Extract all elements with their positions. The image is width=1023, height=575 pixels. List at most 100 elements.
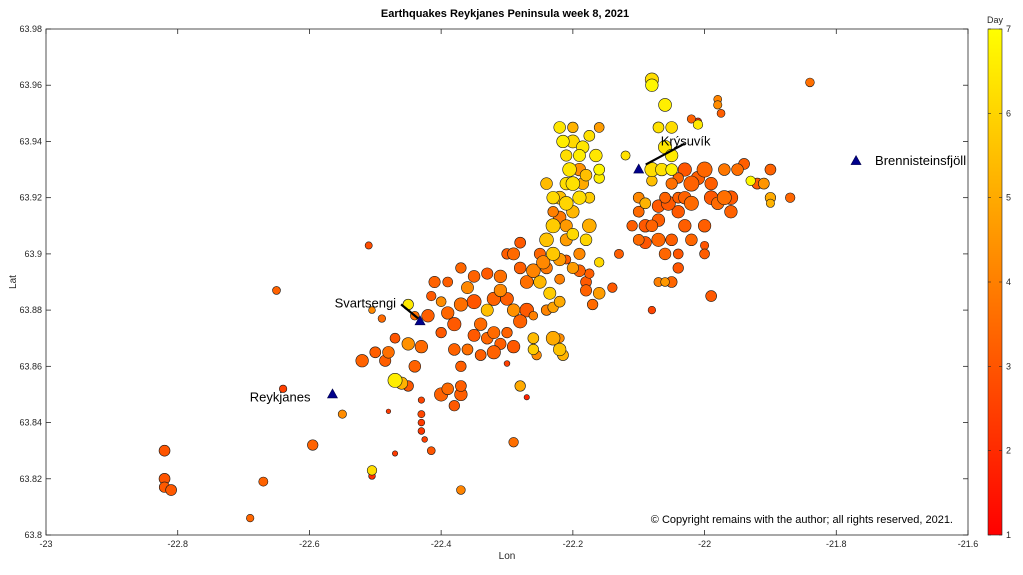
y-tick-label: 63.84 xyxy=(19,418,42,428)
earthquake-point xyxy=(620,150,631,161)
earthquake-point xyxy=(539,232,554,248)
earthquake-point xyxy=(474,349,487,361)
earthquake-point xyxy=(455,380,467,392)
earthquake-point xyxy=(455,360,467,372)
earthquake-point xyxy=(246,514,255,523)
earthquake-point xyxy=(573,247,586,260)
earthquake-point xyxy=(456,485,466,495)
earthquake-point xyxy=(731,163,744,176)
earthquake-point xyxy=(652,121,665,134)
earthquake-point xyxy=(758,177,770,190)
earthquake-point xyxy=(540,177,553,190)
earthquake-point xyxy=(426,446,436,455)
earthquake-point xyxy=(665,177,678,190)
plot-box xyxy=(45,28,969,536)
colorbar: Day 1 2 3 4 5 6 7 xyxy=(987,15,1011,540)
earthquake-point xyxy=(421,436,428,443)
earthquake-point xyxy=(647,306,656,315)
earthquake-point xyxy=(387,372,403,388)
earthquake-point xyxy=(448,343,461,356)
earthquake-point xyxy=(507,247,520,261)
axis-ticks: -23 -22.8 -22.6 -22.4 -22.2 -22 -21.8 -21.6 63.8… xyxy=(19,24,978,549)
x-tick-label: -23 xyxy=(39,539,52,549)
earthquake-point xyxy=(671,205,685,219)
x-tick-label: -22.8 xyxy=(167,539,188,549)
scatter-points xyxy=(158,72,815,523)
earthquake-point xyxy=(487,326,501,339)
earthquake-point xyxy=(713,100,723,110)
earthquake-point xyxy=(607,282,618,293)
earthquake-point xyxy=(389,332,401,344)
earthquake-point xyxy=(685,233,698,247)
earthquake-point xyxy=(526,263,541,278)
y-tick-label: 63.98 xyxy=(19,24,42,34)
earthquake-point xyxy=(382,346,395,359)
earthquake-point xyxy=(523,394,530,401)
earthquake-point xyxy=(665,233,678,247)
earthquake-point xyxy=(718,163,731,176)
earthquake-point xyxy=(514,380,526,392)
earthquake-point xyxy=(543,286,557,300)
earthquake-point xyxy=(337,409,347,419)
earthquake-point xyxy=(366,465,378,476)
plot-area xyxy=(45,28,969,536)
earthquake-point xyxy=(278,384,288,393)
earthquake-point xyxy=(658,98,672,112)
y-tick-label: 63.8 xyxy=(24,530,42,540)
earthquake-point xyxy=(480,303,494,317)
earthquake-point xyxy=(435,296,447,307)
earthquake-point xyxy=(672,262,684,274)
earthquake-point xyxy=(467,270,481,283)
earthquake-point xyxy=(355,354,369,368)
earthquake-point xyxy=(417,410,426,419)
site-label: Svartsengi xyxy=(335,295,397,310)
earthquake-point xyxy=(527,332,540,345)
earthquake-point xyxy=(428,275,441,288)
earthquake-point xyxy=(686,114,696,124)
earthquake-point xyxy=(554,273,565,285)
chart-title: Earthquakes Reykjanes Peninsula week 8, … xyxy=(381,8,629,20)
y-tick-label: 63.9 xyxy=(24,249,42,259)
site-leader-line xyxy=(645,142,686,166)
earthquake-point xyxy=(579,233,593,247)
earthquake-point xyxy=(545,331,561,346)
earthquake-point xyxy=(467,329,481,342)
earthquake-point xyxy=(453,297,468,312)
earthquake-point xyxy=(645,219,659,232)
earthquake-point xyxy=(632,234,645,246)
colorbar-tick-label: 5 xyxy=(1006,193,1011,203)
earthquake-point xyxy=(546,191,560,205)
earthquake-point xyxy=(474,317,488,331)
earthquake-point xyxy=(700,240,710,250)
site-markers: Reykjanes Svartsengi Krýsuvík Brennisteinsf… xyxy=(250,134,966,405)
earthquake-point xyxy=(417,427,426,435)
earthquake-point xyxy=(559,196,574,211)
x-tick-label: -22.4 xyxy=(431,539,452,549)
copyright-note: © Copyright remains with the author; all… xyxy=(651,514,953,526)
earthquake-point xyxy=(705,290,717,302)
x-tick-label: -22 xyxy=(698,539,711,549)
earthquake-point xyxy=(547,206,559,218)
earthquake-point xyxy=(672,248,684,260)
x-tick-label: -22.2 xyxy=(563,539,584,549)
site-marker-triangle xyxy=(414,315,426,326)
earthquake-point xyxy=(785,192,796,203)
earthquake-point xyxy=(805,77,815,88)
earthquake-point xyxy=(593,122,605,133)
site-label: Brennisteinsfjöll xyxy=(875,153,966,168)
earthquake-point xyxy=(421,309,435,323)
colorbar-tick-label: 4 xyxy=(1006,277,1011,287)
earthquake-point xyxy=(764,163,777,176)
earthquake-point xyxy=(699,248,710,260)
earthquake-point xyxy=(566,261,579,274)
earthquake-point xyxy=(527,343,539,356)
earthquake-point xyxy=(536,255,551,270)
earthquake-point xyxy=(392,450,399,457)
site-marker-triangle xyxy=(633,163,645,174)
colorbar-tick-label: 6 xyxy=(1006,108,1011,118)
earthquake-point xyxy=(582,218,597,233)
earthquake-point xyxy=(455,262,467,274)
earthquake-point xyxy=(364,241,373,250)
earthquake-point xyxy=(583,130,596,142)
